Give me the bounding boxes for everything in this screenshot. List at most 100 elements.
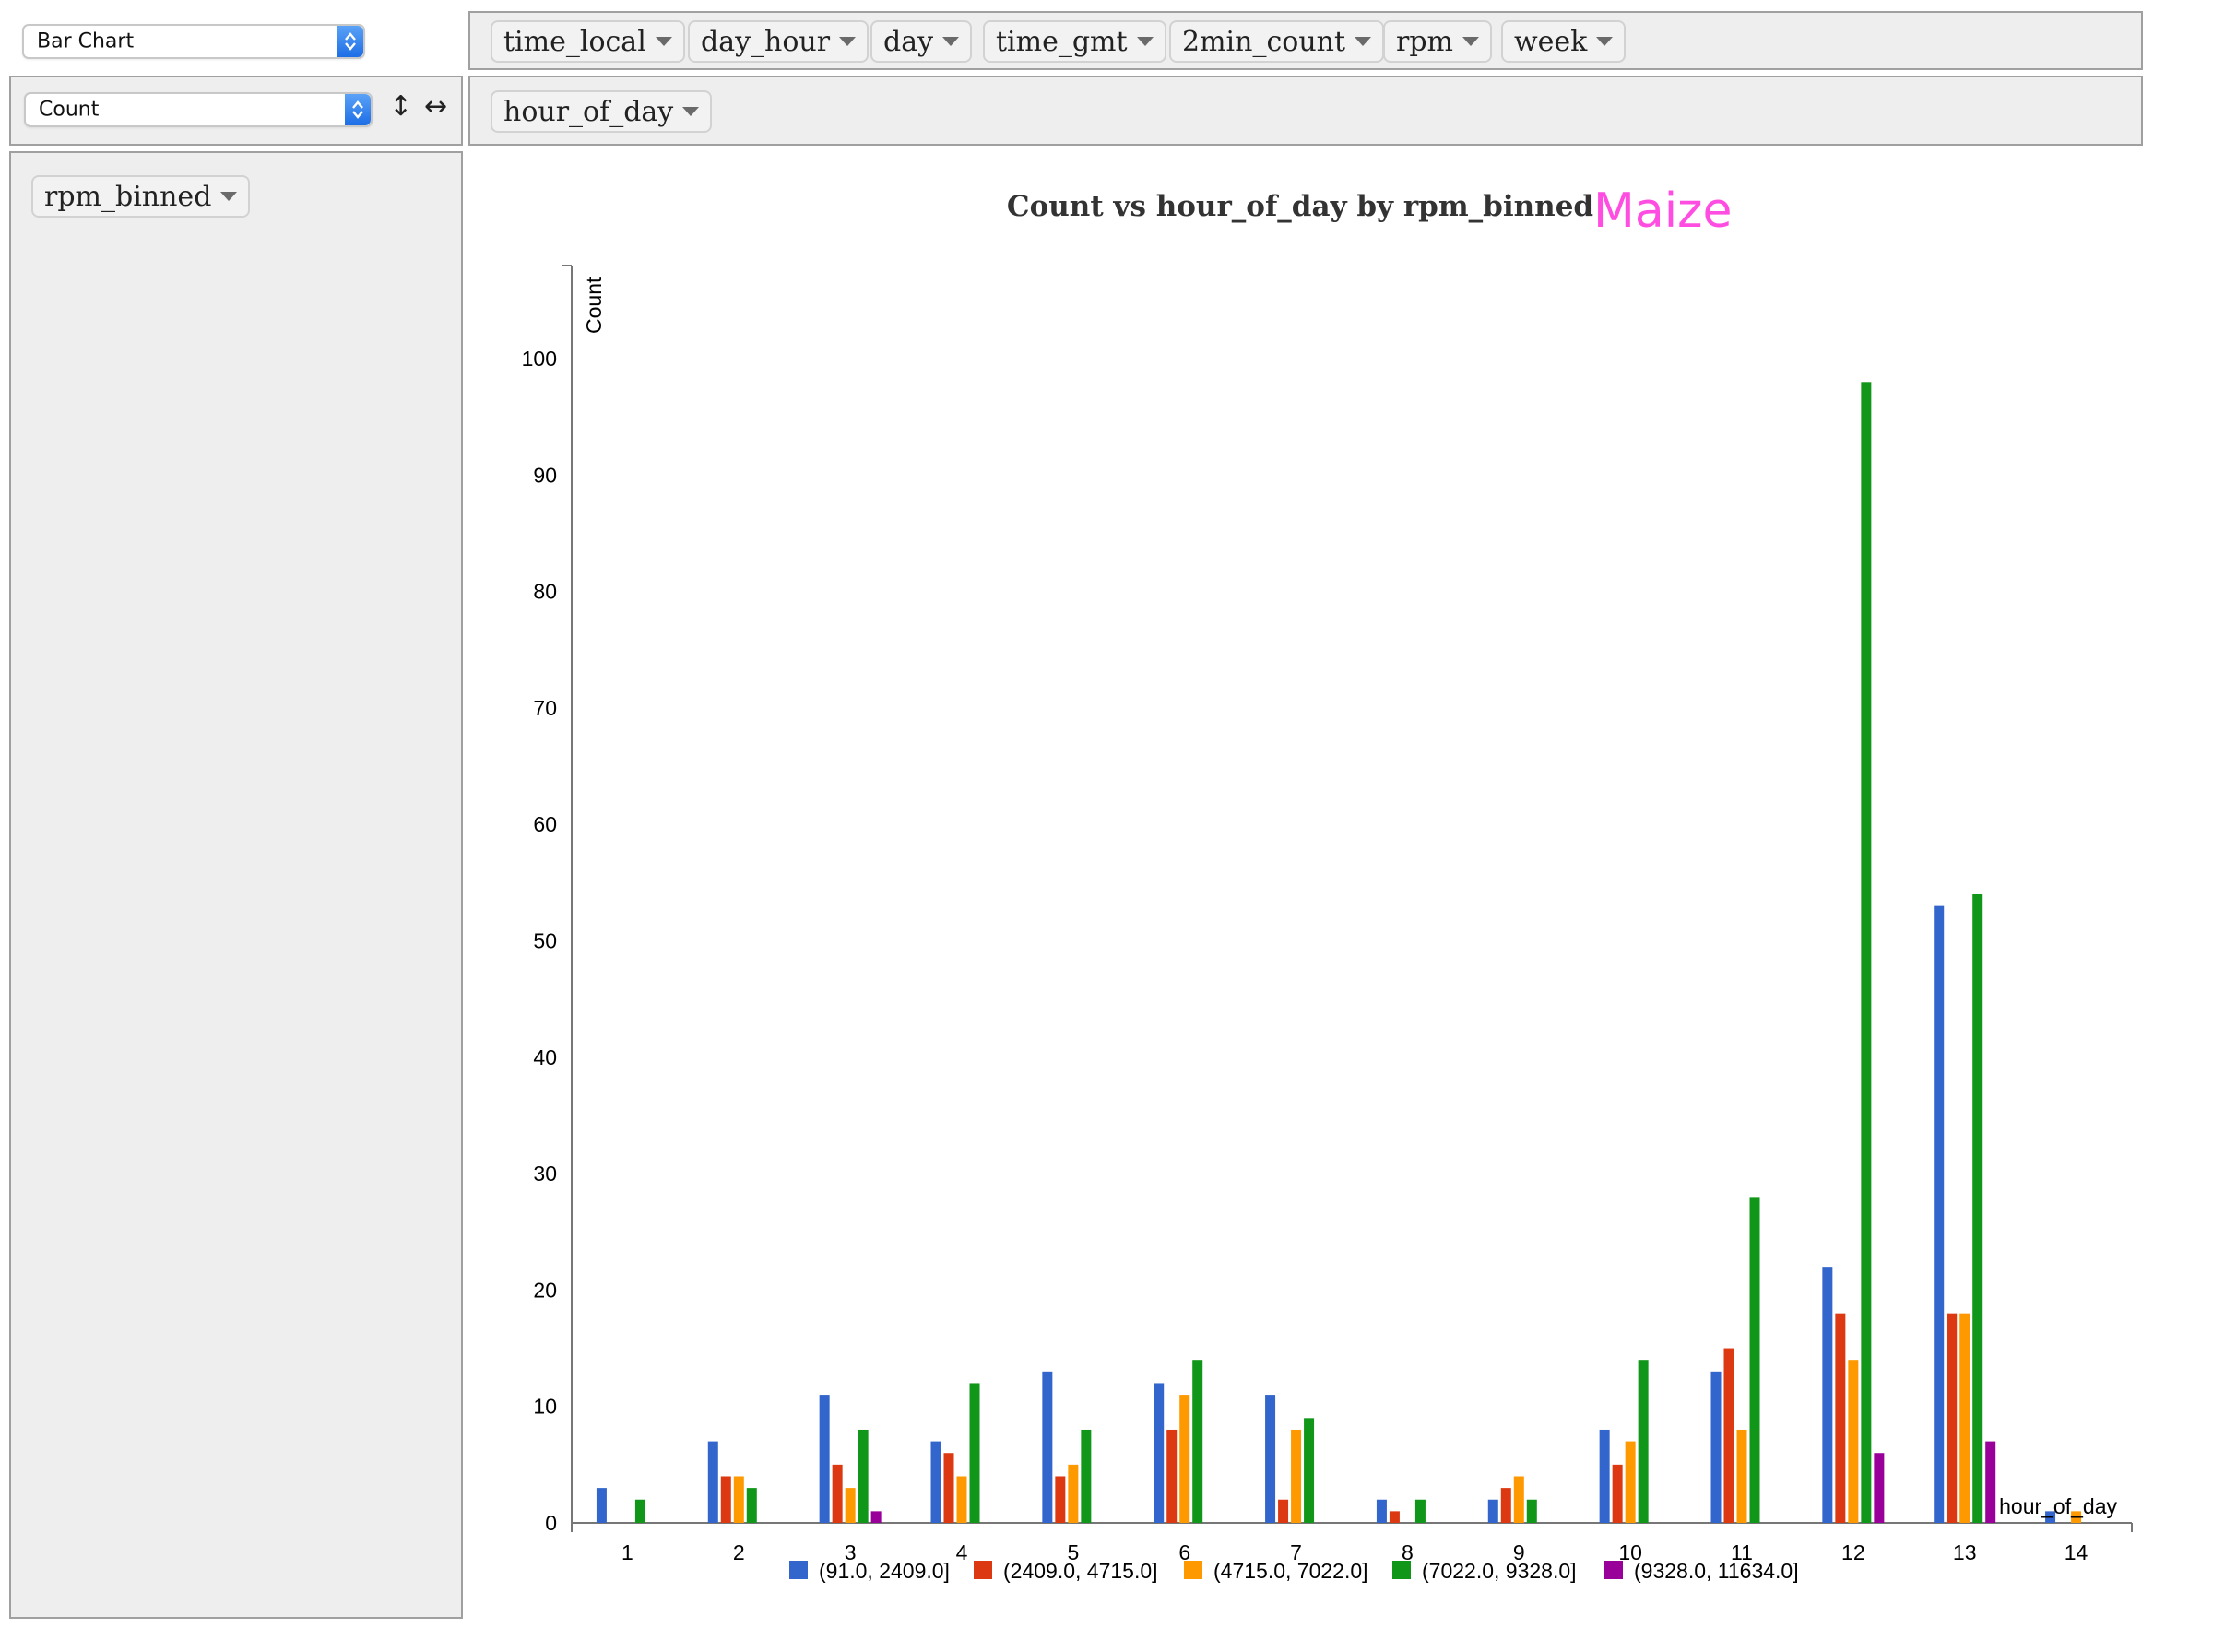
bar[interactable] <box>596 1488 607 1523</box>
bar[interactable] <box>1947 1313 1958 1523</box>
bar[interactable] <box>1959 1313 1970 1523</box>
bar[interactable] <box>1526 1499 1537 1523</box>
bar[interactable] <box>930 1441 941 1523</box>
bar[interactable] <box>1835 1313 1846 1523</box>
bar[interactable] <box>720 1476 731 1523</box>
bar[interactable] <box>943 1453 954 1523</box>
bar[interactable] <box>832 1464 843 1523</box>
x-tick-label: 12 <box>1841 1540 1865 1564</box>
bar[interactable] <box>1749 1197 1760 1523</box>
bar[interactable] <box>1487 1499 1498 1523</box>
attribute-day-hour[interactable]: day_hour <box>688 20 870 63</box>
attribute-day[interactable]: day <box>870 20 973 63</box>
legend-label: (7022.0, 9328.0] <box>1422 1559 1577 1583</box>
bar[interactable] <box>1513 1476 1524 1523</box>
dropdown-triangle-icon <box>682 107 700 116</box>
bar[interactable] <box>733 1476 744 1523</box>
bar[interactable] <box>1985 1441 1996 1523</box>
chart-legend: (91.0, 2409.0] (2409.0, 4715.0] (4715.0, 7… <box>789 1559 1799 1583</box>
x-tick-label: 2 <box>733 1540 745 1564</box>
select-arrows-icon <box>337 26 363 57</box>
y-tick-label: 50 <box>533 929 557 953</box>
bar[interactable] <box>1166 1429 1178 1523</box>
bar[interactable] <box>1822 1267 1833 1523</box>
bar[interactable] <box>1500 1488 1511 1523</box>
dropdown-triangle-icon <box>839 37 857 46</box>
bar[interactable] <box>1972 894 1983 1523</box>
bar[interactable] <box>1179 1395 1190 1523</box>
bar[interactable] <box>870 1511 882 1523</box>
bar[interactable] <box>1081 1429 1092 1523</box>
x-tick-label: 14 <box>2065 1540 2089 1564</box>
bar[interactable] <box>1265 1395 1276 1523</box>
x-tick-label: 10 <box>1618 1540 1642 1564</box>
bar[interactable] <box>1291 1429 1302 1523</box>
row-sort-icon[interactable]: ↕ <box>389 90 413 123</box>
bar[interactable] <box>1934 905 1945 1523</box>
bar[interactable] <box>1848 1360 1859 1523</box>
y-tick-label: 70 <box>533 696 557 720</box>
bar[interactable] <box>858 1429 869 1523</box>
attribute-rpm[interactable]: rpm <box>1383 20 1492 63</box>
row-attributes-panel <box>9 151 463 1619</box>
bar[interactable] <box>845 1488 856 1523</box>
attribute-label: week <box>1514 25 1588 58</box>
bar[interactable] <box>956 1476 967 1523</box>
bar[interactable] <box>1710 1371 1722 1523</box>
bar[interactable] <box>1278 1499 1289 1523</box>
y-tick-label: 30 <box>533 1162 557 1186</box>
y-tick-label: 10 <box>533 1395 557 1419</box>
x-tick-label: 8 <box>1402 1540 1414 1564</box>
legend-swatch <box>789 1561 808 1579</box>
brand-logo-text: Maize <box>1593 183 1732 239</box>
bar[interactable] <box>1874 1453 1885 1523</box>
dropdown-triangle-icon <box>1462 37 1479 46</box>
bar[interactable] <box>1042 1371 1053 1523</box>
bar[interactable] <box>634 1499 645 1523</box>
bar[interactable] <box>746 1488 757 1523</box>
row-attribute-rpm-binned[interactable]: rpm_binned <box>31 175 251 218</box>
bar[interactable] <box>1389 1511 1400 1523</box>
attribute-time-local[interactable]: time_local <box>491 20 685 63</box>
attribute-time-gmt[interactable]: time_gmt <box>983 20 1166 63</box>
col-attribute-label: hour_of_day <box>503 95 674 128</box>
aggregator-select[interactable]: Count <box>24 92 373 127</box>
x-tick-label: 5 <box>1067 1540 1079 1564</box>
attribute-label: rpm <box>1396 25 1453 58</box>
bar[interactable] <box>1376 1499 1387 1523</box>
bar[interactable] <box>1154 1383 1165 1523</box>
x-tick-label: 6 <box>1178 1540 1190 1564</box>
dropdown-triangle-icon <box>220 192 238 201</box>
x-tick-label: 1 <box>621 1540 633 1564</box>
bar[interactable] <box>1599 1429 1610 1523</box>
bar[interactable] <box>1625 1441 1636 1523</box>
bar[interactable] <box>1414 1499 1426 1523</box>
bar[interactable] <box>1861 382 1872 1524</box>
renderer-select[interactable]: Bar Chart <box>22 24 365 59</box>
legend-label: (9328.0, 11634.0] <box>1634 1559 1799 1583</box>
bar[interactable] <box>2071 1511 2082 1523</box>
bar[interactable] <box>1055 1476 1066 1523</box>
attribute-2min-count[interactable]: 2min_count <box>1169 20 1385 63</box>
bar[interactable] <box>1723 1348 1734 1523</box>
y-tick-label: 0 <box>545 1511 557 1535</box>
bar[interactable] <box>819 1395 830 1523</box>
bar[interactable] <box>1192 1360 1203 1523</box>
bar[interactable] <box>969 1383 980 1523</box>
bar[interactable] <box>1068 1464 1079 1523</box>
bar[interactable] <box>1638 1360 1649 1523</box>
bar[interactable] <box>1304 1418 1315 1523</box>
x-tick-label: 4 <box>956 1540 968 1564</box>
bar[interactable] <box>1736 1429 1747 1523</box>
y-tick-label: 100 <box>522 347 557 371</box>
bar[interactable] <box>2045 1511 2056 1523</box>
col-sort-icon[interactable]: ↔ <box>424 90 448 123</box>
x-tick-label: 11 <box>1731 1540 1753 1564</box>
col-attribute-hour-of-day[interactable]: hour_of_day <box>491 90 713 133</box>
legend-swatch <box>1392 1561 1411 1579</box>
x-tick-label: 9 <box>1513 1540 1525 1564</box>
bar[interactable] <box>1612 1464 1623 1523</box>
bar[interactable] <box>707 1441 718 1523</box>
attribute-week[interactable]: week <box>1501 20 1627 63</box>
y-axis-title: Count <box>582 277 606 334</box>
